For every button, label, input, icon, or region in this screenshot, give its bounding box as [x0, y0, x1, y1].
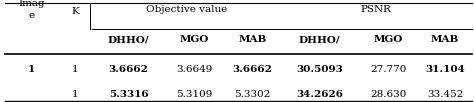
Text: 5.3302: 5.3302: [234, 90, 271, 99]
Text: 3.6662: 3.6662: [232, 65, 272, 74]
Text: 1: 1: [72, 65, 79, 74]
Text: PSNR: PSNR: [361, 5, 392, 14]
Text: 3.6649: 3.6649: [176, 65, 212, 74]
Text: MGO: MGO: [374, 35, 403, 44]
Text: Imag: Imag: [18, 0, 45, 8]
Text: 33.452: 33.452: [427, 90, 463, 99]
Text: 27.770: 27.770: [370, 65, 407, 74]
Text: 1: 1: [72, 90, 79, 99]
Text: e: e: [28, 11, 35, 20]
Text: 34.2626: 34.2626: [296, 90, 343, 99]
Text: 1: 1: [28, 65, 35, 74]
Text: K: K: [72, 7, 79, 16]
Text: 5.3109: 5.3109: [176, 90, 212, 99]
Text: 3.6662: 3.6662: [109, 65, 148, 74]
Text: 28.630: 28.630: [370, 90, 407, 99]
Text: 5.3316: 5.3316: [109, 90, 148, 99]
Text: MAB: MAB: [238, 35, 266, 44]
Text: Objective value: Objective value: [146, 5, 227, 14]
Text: DHHO/: DHHO/: [299, 35, 340, 44]
Text: 30.5093: 30.5093: [296, 65, 343, 74]
Text: 31.104: 31.104: [425, 65, 465, 74]
Text: MGO: MGO: [180, 35, 209, 44]
Text: MAB: MAB: [431, 35, 459, 44]
Text: DHHO/: DHHO/: [108, 35, 149, 44]
